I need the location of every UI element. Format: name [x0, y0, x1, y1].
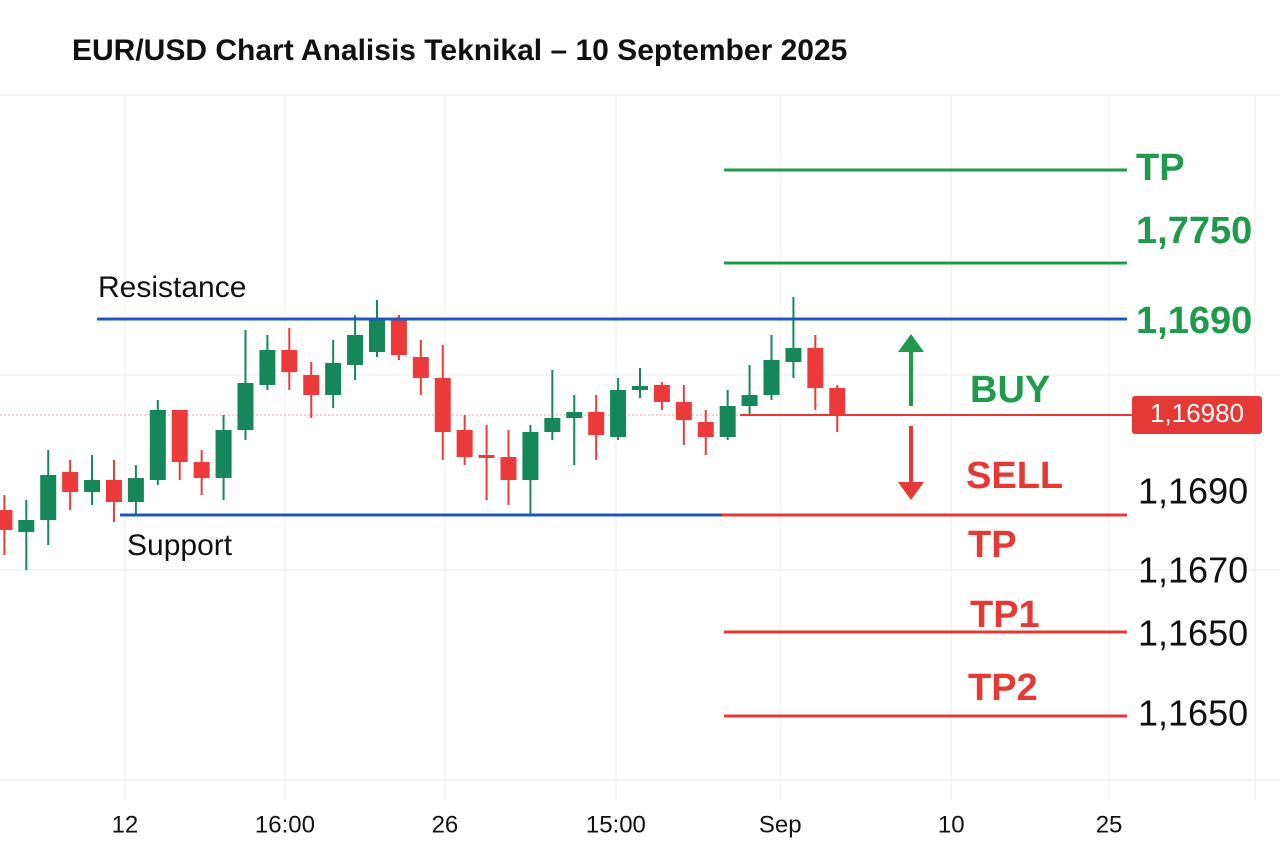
- candle-body: [632, 386, 648, 390]
- annotation: 1,1690: [1138, 471, 1248, 512]
- candle-body: [347, 335, 364, 365]
- annotation: 1,7750: [1136, 210, 1252, 252]
- candle-body: [368, 320, 385, 352]
- candle-body: [697, 422, 714, 437]
- candle-body: [741, 395, 758, 406]
- buy-arrow: [898, 334, 924, 406]
- candle-body: [281, 350, 298, 372]
- candle-body: [478, 455, 495, 458]
- candle-body: [105, 480, 122, 502]
- candle-body: [500, 457, 517, 480]
- candle-body: [149, 410, 166, 480]
- candle-body: [412, 357, 429, 378]
- sell-arrow: [898, 426, 924, 500]
- candle-body: [763, 360, 780, 395]
- x-tick-label: 15:00: [586, 811, 646, 838]
- x-tick-label: 10: [938, 811, 965, 838]
- candle-body: [62, 472, 79, 492]
- candle-body: [522, 432, 539, 480]
- candle-body: [719, 406, 736, 437]
- candle-body: [259, 350, 276, 385]
- candle-body: [325, 363, 342, 395]
- candle-body: [456, 430, 473, 457]
- annotation: TP2: [968, 667, 1038, 709]
- candle-body: [434, 378, 451, 432]
- candle-body: [610, 390, 627, 437]
- annotation: BUY: [970, 369, 1050, 411]
- price-badge: [1132, 396, 1262, 434]
- annotation: TP: [1136, 147, 1185, 189]
- annotation: SELL: [966, 455, 1063, 497]
- annotation: 1,1650: [1138, 613, 1248, 654]
- x-tick-label: 26: [432, 811, 459, 838]
- candle-body: [544, 418, 561, 432]
- x-tick-label: 25: [1096, 811, 1123, 838]
- candle-body: [566, 412, 583, 418]
- candle-body: [675, 402, 692, 420]
- annotation: 1,1670: [1138, 550, 1248, 591]
- annotation: Support: [127, 529, 233, 562]
- candle-body: [807, 348, 824, 388]
- annotation: Resistance: [98, 271, 246, 304]
- annotation: 1,1650: [1138, 693, 1248, 734]
- candle-body: [193, 462, 210, 478]
- candle-body: [127, 478, 144, 502]
- candle-body: [390, 320, 407, 355]
- candle-body: [785, 348, 802, 362]
- annotation: 1,1690: [1136, 300, 1252, 342]
- background-grid: [0, 94, 1280, 800]
- candle-body: [0, 510, 13, 530]
- annotation: TP: [968, 524, 1017, 566]
- candle-body: [215, 430, 232, 478]
- candle-body: [829, 388, 846, 415]
- candle-body: [171, 410, 188, 462]
- candle-body: [40, 475, 57, 520]
- x-tick-label: 16:00: [255, 811, 315, 838]
- candle-body: [84, 480, 101, 492]
- chart-title: EUR/USD Chart Analisis Teknikal – 10 Sep…: [72, 34, 847, 67]
- candle-body: [237, 383, 254, 430]
- annotation: TP1: [970, 594, 1040, 636]
- x-tick-label: Sep: [759, 811, 802, 838]
- price-badge-label: 1,16980: [1150, 398, 1244, 428]
- candle-body: [303, 375, 320, 395]
- candle-body: [18, 520, 35, 532]
- candle-body: [653, 385, 670, 402]
- x-tick-label: 12: [112, 811, 139, 838]
- candle-body: [588, 412, 605, 435]
